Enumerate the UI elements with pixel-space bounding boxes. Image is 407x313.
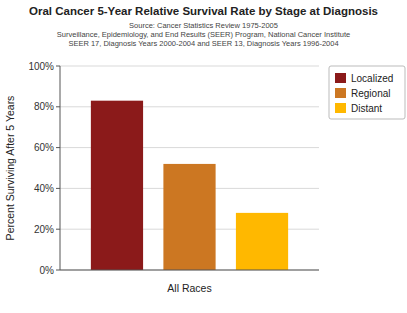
chart: Oral Cancer 5-Year Relative Survival Rat… xyxy=(0,0,407,313)
y-axis-label: Percent Surviving After 5 Years xyxy=(4,96,16,241)
legend-swatch xyxy=(335,103,346,113)
legend-entry: Localized xyxy=(351,73,393,84)
y-axis xyxy=(60,66,61,270)
legend-swatch xyxy=(335,73,346,83)
y-tick xyxy=(56,106,60,107)
y-tick xyxy=(56,66,60,67)
y-tick-label: 40% xyxy=(34,183,54,194)
y-tick-label: 100% xyxy=(28,61,54,72)
legend: Localized Regional Distant xyxy=(329,66,405,119)
y-tick xyxy=(56,270,60,271)
bar xyxy=(163,164,215,270)
grid xyxy=(60,66,319,270)
bar xyxy=(236,213,288,270)
subtitle: Surveillance, Epidemiology, and End Resu… xyxy=(57,30,350,39)
y-tick-label: 60% xyxy=(34,142,54,153)
subtitle: SEER 17, Diagnosis Years 2000-2004 and S… xyxy=(68,39,338,48)
legend-swatch xyxy=(335,88,346,98)
bars xyxy=(91,101,288,270)
grid-line xyxy=(60,66,319,67)
legend-entry: Regional xyxy=(351,88,390,99)
bar xyxy=(91,101,143,270)
legend-frame xyxy=(329,66,405,119)
y-tick-label: 20% xyxy=(34,224,54,235)
subtitle: Source: Cancer Statistics Review 1975-20… xyxy=(129,21,278,30)
grid-line xyxy=(60,270,319,271)
y-tick-label: 80% xyxy=(34,101,54,112)
y-tick xyxy=(56,147,60,148)
y-tick-label: 0% xyxy=(40,265,55,276)
x-axis-label: All Races xyxy=(167,282,211,294)
title: Oral Cancer 5-Year Relative Survival Rat… xyxy=(29,5,378,17)
y-tick xyxy=(56,188,60,189)
x-axis xyxy=(60,270,319,271)
y-tick xyxy=(56,229,60,230)
legend-entry: Distant xyxy=(351,103,382,114)
